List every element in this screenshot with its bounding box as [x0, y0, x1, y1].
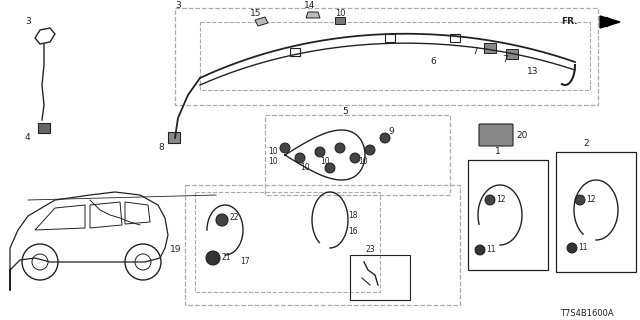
- Text: 12: 12: [496, 196, 506, 204]
- Bar: [468, 160, 548, 270]
- Text: 7: 7: [472, 47, 477, 57]
- Text: 10: 10: [300, 164, 310, 172]
- Text: 3: 3: [25, 18, 31, 27]
- Bar: [195, 192, 380, 292]
- Polygon shape: [600, 16, 620, 28]
- Text: 12: 12: [586, 196, 595, 204]
- Text: 11: 11: [578, 244, 588, 252]
- Circle shape: [315, 147, 325, 157]
- Text: 21: 21: [222, 253, 232, 262]
- Text: 14: 14: [304, 1, 316, 10]
- Bar: [38, 123, 50, 133]
- Bar: [350, 255, 410, 300]
- Circle shape: [280, 143, 290, 153]
- Text: 20: 20: [516, 132, 527, 140]
- Text: 11: 11: [486, 245, 495, 254]
- Text: 23: 23: [365, 245, 375, 254]
- FancyBboxPatch shape: [479, 124, 513, 146]
- Text: 3: 3: [175, 1, 180, 10]
- Text: 18: 18: [348, 211, 358, 220]
- Circle shape: [485, 195, 495, 205]
- Text: 17: 17: [240, 258, 250, 267]
- Text: 6: 6: [430, 58, 436, 67]
- Text: 10: 10: [335, 10, 345, 19]
- Text: 7: 7: [502, 55, 508, 65]
- Text: 5: 5: [342, 108, 348, 116]
- Circle shape: [575, 195, 585, 205]
- Text: 13: 13: [527, 68, 538, 76]
- Circle shape: [216, 214, 228, 226]
- Circle shape: [365, 145, 375, 155]
- Text: 2: 2: [583, 140, 589, 148]
- Circle shape: [206, 251, 220, 265]
- Text: 15: 15: [250, 10, 262, 19]
- Text: 8: 8: [158, 143, 164, 153]
- Text: T7S4B1600A: T7S4B1600A: [560, 309, 614, 318]
- Bar: [265, 115, 450, 195]
- Text: 10: 10: [358, 157, 367, 166]
- Circle shape: [475, 245, 485, 255]
- Text: 22: 22: [230, 213, 239, 222]
- Text: 9: 9: [388, 127, 394, 137]
- Bar: [185, 185, 460, 305]
- Bar: [506, 49, 518, 59]
- Text: 19: 19: [170, 245, 182, 254]
- Bar: [168, 132, 180, 143]
- Text: 4: 4: [25, 133, 31, 142]
- Bar: [385, 34, 395, 42]
- Text: 16: 16: [348, 228, 358, 236]
- Text: 10: 10: [320, 157, 330, 166]
- Polygon shape: [306, 12, 320, 18]
- Bar: [290, 48, 300, 56]
- Bar: [556, 152, 636, 272]
- Bar: [450, 34, 460, 42]
- Text: FR.: FR.: [561, 18, 578, 27]
- Bar: [335, 17, 345, 24]
- Polygon shape: [255, 17, 268, 26]
- Circle shape: [380, 133, 390, 143]
- Bar: [484, 43, 496, 53]
- Circle shape: [325, 163, 335, 173]
- Text: 1: 1: [495, 148, 501, 156]
- Text: 10: 10: [268, 148, 278, 156]
- Circle shape: [567, 243, 577, 253]
- Circle shape: [295, 153, 305, 163]
- Text: 10: 10: [268, 157, 278, 166]
- Circle shape: [350, 153, 360, 163]
- Circle shape: [335, 143, 345, 153]
